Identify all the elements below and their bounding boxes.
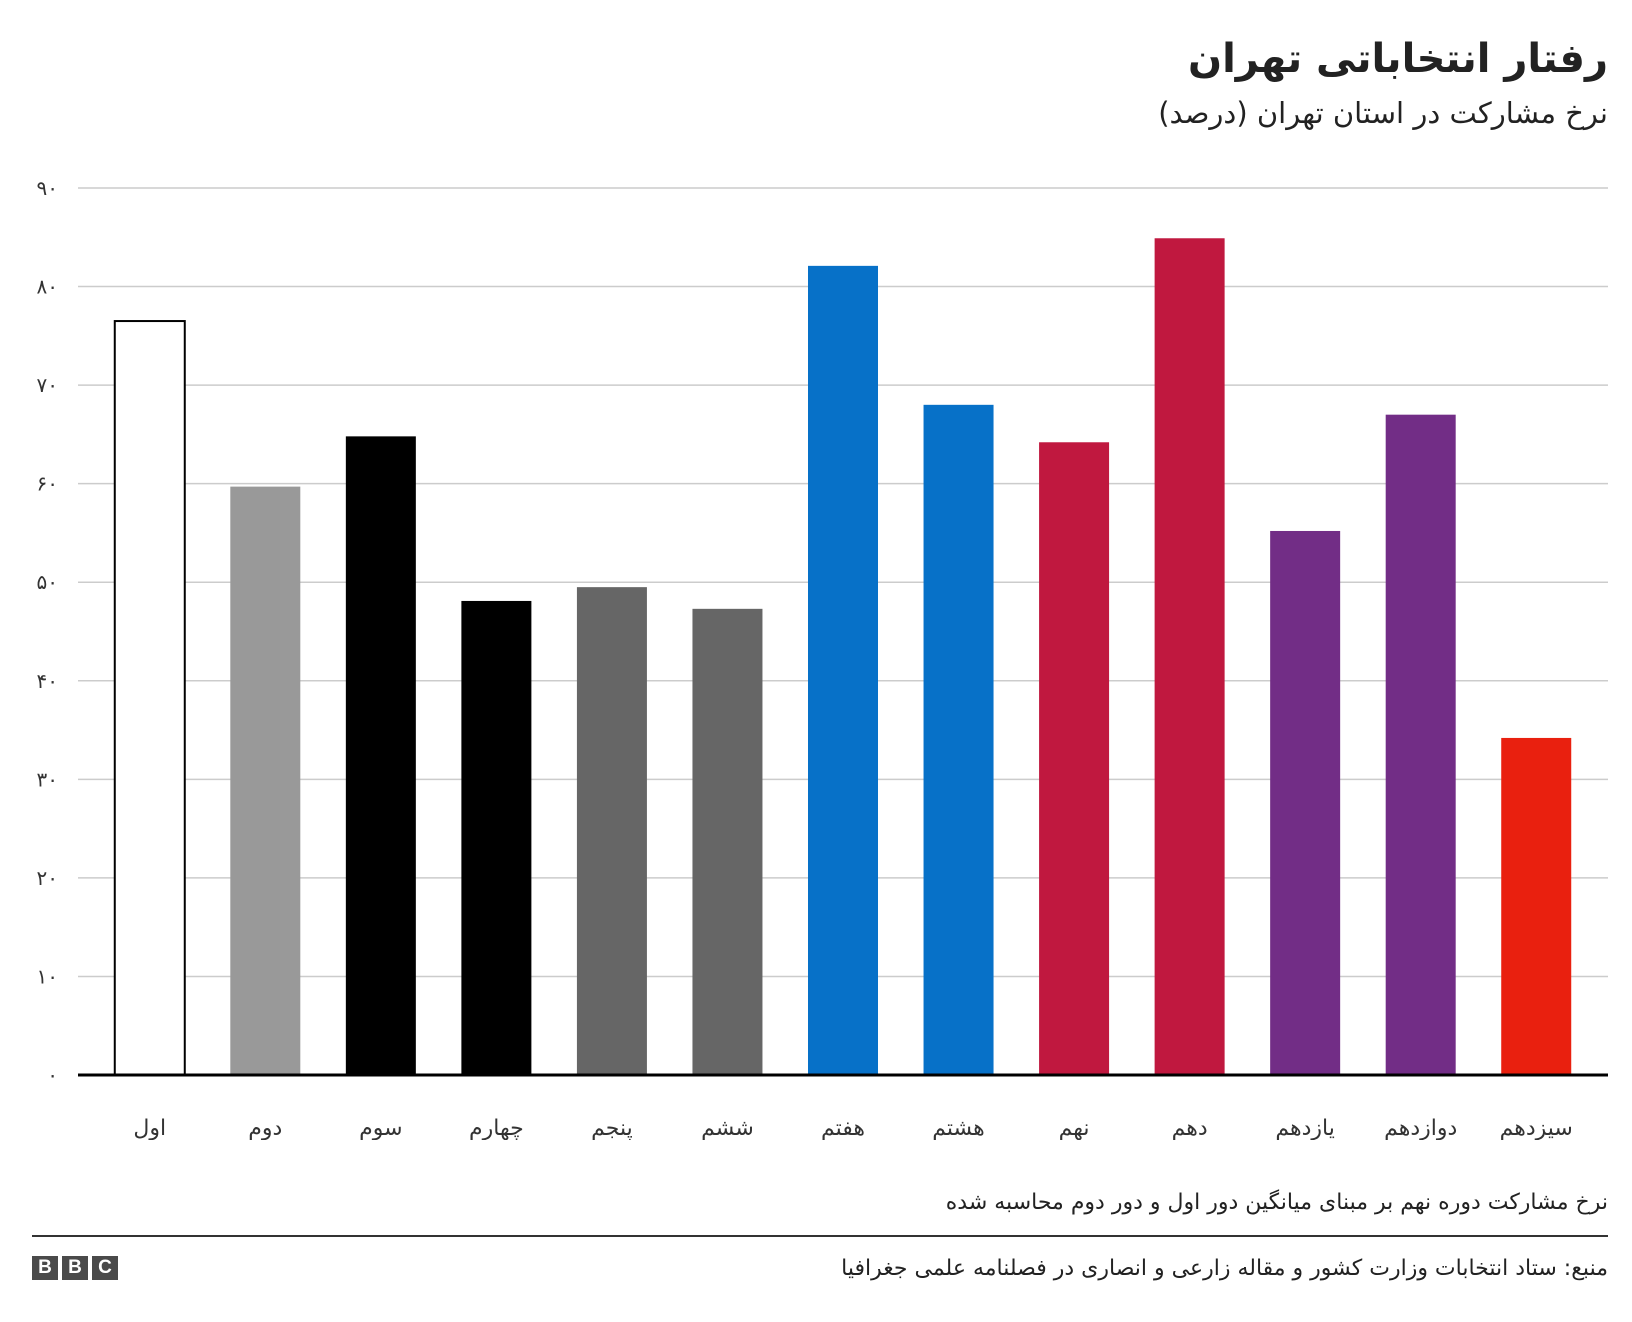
footer-divider <box>32 1235 1608 1237</box>
bar <box>1501 737 1572 1075</box>
logo-letter: B <box>32 1256 58 1280</box>
bar <box>1385 414 1456 1075</box>
bar <box>461 600 532 1075</box>
y-tick-label: ۴۰ <box>37 669 58 693</box>
x-category-label: دهم <box>1172 1116 1208 1140</box>
y-tick-label: ۰ <box>47 1063 58 1087</box>
chart-subtitle: نرخ مشارکت در استان تهران (درصد) <box>1158 96 1608 130</box>
bar <box>1270 530 1341 1075</box>
y-tick-label: ۹۰ <box>37 176 58 200</box>
logo-letter: C <box>92 1256 118 1280</box>
x-category-label: نهم <box>1059 1116 1090 1140</box>
bar-chart: ۰ ۱۰ ۲۰ ۳۰ ۴۰ ۵۰ ۶۰ ۷۰ ۸۰ ۹۰ اول دوم سوم چهارم پنجم شش… <box>37 176 1608 1140</box>
x-category-label: دوازدهم <box>1384 1116 1457 1140</box>
bbc-logo: B B C <box>32 1256 118 1280</box>
bar <box>923 404 994 1075</box>
x-category-label: ششم <box>701 1116 754 1140</box>
bar <box>345 436 416 1075</box>
logo-letter: B <box>62 1256 88 1280</box>
x-category-label: اول <box>133 1116 166 1140</box>
bar <box>692 608 763 1075</box>
y-axis-ticks: ۰ ۱۰ ۲۰ ۳۰ ۴۰ ۵۰ ۶۰ ۷۰ ۸۰ ۹۰ <box>37 176 58 1087</box>
y-tick-label: ۷۰ <box>37 373 58 397</box>
source-text: منبع: ستاد انتخابات وزارت کشور و مقاله ز… <box>841 1256 1608 1281</box>
x-category-label: هشتم <box>932 1116 985 1140</box>
bar <box>1039 442 1110 1076</box>
x-category-label: دوم <box>248 1116 282 1140</box>
y-tick-label: ۱۰ <box>37 964 58 988</box>
bar <box>1154 238 1225 1076</box>
bar <box>808 265 878 1075</box>
x-category-label: یازدهم <box>1275 1116 1335 1140</box>
footnote: نرخ مشارکت دوره نهم بر مبنای میانگین دور… <box>945 1190 1608 1215</box>
x-axis-labels: اول دوم سوم چهارم پنجم ششم هفتم هشتم نهم دهم یازده… <box>133 1116 1572 1140</box>
bar <box>576 587 647 1075</box>
x-category-label: سیزدهم <box>1500 1116 1573 1140</box>
bar <box>113 320 186 1077</box>
y-tick-label: ۸۰ <box>37 275 58 299</box>
x-category-label: پنجم <box>591 1116 633 1140</box>
y-tick-label: ۵۰ <box>37 570 58 594</box>
x-category-label: هفتم <box>821 1116 865 1140</box>
y-tick-label: ۳۰ <box>37 767 58 791</box>
chart-title: رفتار انتخاباتی تهران <box>1187 36 1608 82</box>
y-tick-label: ۲۰ <box>37 866 58 890</box>
x-category-label: سوم <box>359 1116 402 1140</box>
y-tick-label: ۶۰ <box>37 472 58 496</box>
bar <box>230 486 301 1076</box>
x-category-label: چهارم <box>469 1116 524 1140</box>
bars <box>113 238 1572 1077</box>
